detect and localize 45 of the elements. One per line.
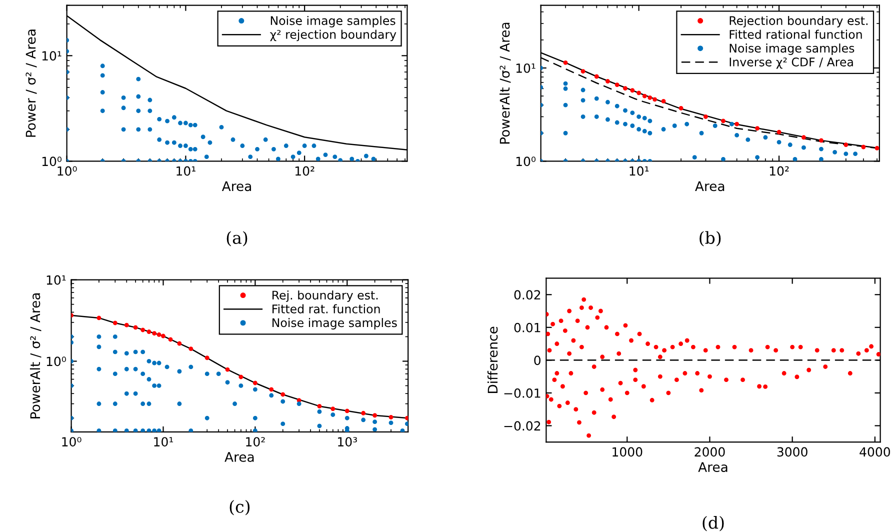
x-tick-label: 10³ [338,437,357,447]
legend-label: Noise image samples [272,318,397,330]
legend-label: Noise image samples [730,44,854,55]
x-axis-title: Area [224,452,254,462]
y-tick-label: −0.02 [504,421,540,431]
x-tick-label: 2000 [694,447,725,457]
y-axis-title: PowerAlt /σ² / Area [500,22,511,144]
y-tick-label: 10⁰ [42,156,62,166]
x-tick-label: 10¹ [154,437,174,447]
y-tick-label: 10⁰ [516,156,536,166]
x-tick-label: 10² [770,166,789,176]
x-tick-label: 4000 [860,447,890,457]
text: (d) [702,516,724,532]
x-tick-label: 10⁰ [62,437,82,447]
x-axis-title: Area [695,181,724,192]
text: (b) [700,231,721,246]
y-tick-label: 0.02 [514,290,540,300]
text: (c) [230,500,250,516]
y-tick-label: 0.01 [514,322,540,332]
legend-label: Fitted rational function [730,30,862,39]
text: (a) [226,231,248,246]
legend-label: Noise image samples [270,16,396,28]
y-tick-label: 10¹ [46,275,66,285]
y-tick-label: 0 [534,356,540,366]
x-tick-label: 3000 [777,447,808,457]
x-tick-label: 10² [246,437,265,447]
x-tick-label: 10¹ [630,166,649,176]
legend-label: Rejection boundary est. [730,16,868,28]
y-axis-title: Difference [487,326,498,393]
y-axis-title: Power / σ² / Area [26,30,37,137]
x-tick-label: 10⁰ [58,166,77,176]
legend-label: χ² rejection boundary [270,30,396,42]
y-tick-label: −0.01 [504,388,540,398]
x-tick-label: 10² [295,166,314,176]
legend-label: Fitted rat. function [272,304,380,314]
y-tick-label: 10¹ [42,51,62,61]
legend-label: Inverse χ² CDF / Area [730,58,853,69]
x-axis-title: Area [222,181,251,192]
y-tick-label: 10¹ [516,63,536,73]
y-tick-label: 10⁰ [46,356,66,366]
x-tick-label: 10¹ [176,166,196,176]
x-axis-title: Area [698,462,728,472]
x-tick-label: 1000 [612,447,642,457]
legend-label: Rej. boundary est. [272,290,378,302]
y-axis-title: PowerAlt / σ² / Area [30,293,42,418]
